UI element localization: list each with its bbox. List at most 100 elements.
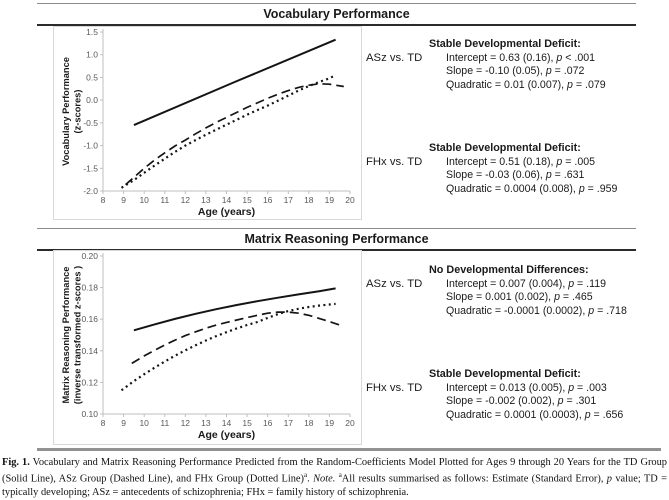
x-tick-label: 8 <box>101 418 106 428</box>
x-tick-label: 17 <box>284 195 294 205</box>
matrix-chart-panel: 0.20 0.18 0.16 0.14 0.12 0.10 8 9 10 11 12 13 14 15 16… <box>53 250 362 445</box>
p-symbol: p <box>545 169 552 182</box>
series-dashed <box>131 311 345 365</box>
y-tick-label: -2.0 <box>83 186 98 196</box>
stat-line: Quadratic = 0.0004 (0.008), p = .959 <box>446 183 646 197</box>
stat-pvalue: = .005 <box>562 155 596 168</box>
stat-text: Quadratic = 0.01 (0.007), <box>446 79 568 92</box>
stat-text: Intercept = 0.013 (0.005), <box>446 381 569 394</box>
stat-pvalue: = .119 <box>574 277 607 290</box>
matrix-reasoning-chart: 0.20 0.18 0.16 0.14 0.12 0.108 9 10 11 12 13 14 15 16… <box>61 251 355 441</box>
y-tick-label: 0.12 <box>81 377 98 387</box>
caption-body: value; TD = typically developing; ASz = … <box>2 473 667 498</box>
x-tick-label: 9 <box>121 418 126 428</box>
p-symbol: p <box>545 65 552 78</box>
x-tick-label: 12 <box>181 195 191 205</box>
stat-text: Quadratic = 0.0001 (0.0003), <box>446 409 585 422</box>
stat-pvalue: = .656 <box>590 409 624 422</box>
annotation-heading: Stable Developmental Deficit: <box>429 142 581 154</box>
x-tick-label: 16 <box>263 418 273 428</box>
annotation-block-fhx-vocab: FHx vs. TD Stable Developmental Deficit:… <box>364 142 646 197</box>
p-symbol: p <box>584 409 591 422</box>
comparison-label: FHx vs. TD <box>366 382 423 394</box>
stat-pvalue: = .301 <box>563 395 597 408</box>
series-dashed <box>125 82 344 186</box>
stat-text: Slope = -0.10 (0.05), <box>446 65 546 78</box>
stat-pvalue: = .465 <box>559 291 593 304</box>
p-symbol: p <box>557 395 564 408</box>
comparison-label: FHx vs. TD <box>366 156 423 168</box>
x-tick-label: 19 <box>325 195 335 205</box>
stat-pvalue: < .001 <box>562 51 596 64</box>
stat-text: Intercept = 0.63 (0.16), <box>446 51 557 64</box>
stat-line: Quadratic = 0.0001 (0.0003), p = .656 <box>446 409 646 423</box>
x-tick-label: 9 <box>121 195 126 205</box>
comparison-label: ASz vs. TD <box>366 278 423 290</box>
stat-pvalue: = .003 <box>574 381 607 394</box>
y-tick-label: 1.0 <box>86 50 98 60</box>
stat-line: Quadratic = 0.01 (0.007), p = .079 <box>446 79 646 93</box>
stat-text: Quadratic = -0.0001 (0.0002), <box>446 305 589 318</box>
p-symbol: p <box>556 155 563 168</box>
x-tick-label: 19 <box>325 418 335 428</box>
annotation-heading: No Developmental Differences: <box>429 264 589 276</box>
matrix-annotations: ASz vs. TD No Developmental Differences:… <box>364 250 646 445</box>
annotation-block-fhx-matrix: FHx vs. TD Stable Developmental Deficit:… <box>364 368 646 423</box>
x-tick-label: 14 <box>222 195 232 205</box>
figure-caption: Fig. 1. Vocabulary and Matrix Reasoning … <box>2 456 667 499</box>
x-tick-label: 14 <box>222 418 232 428</box>
y-tick-label: -0.5 <box>83 118 98 128</box>
caption-footnote-marker: a <box>338 471 342 480</box>
x-tick-label: 10 <box>139 418 149 428</box>
stat-text: Slope = 0.001 (0.002), <box>446 291 555 304</box>
y-tick-label: -1.0 <box>83 141 98 151</box>
stat-line: Slope = -0.002 (0.002), p = .301 <box>446 395 646 409</box>
panel-title-matrix-reasoning: Matrix Reasoning Performance <box>37 228 636 251</box>
y-tick-label: 0.18 <box>81 283 98 293</box>
stat-text: Intercept = 0.51 (0.18), <box>446 155 557 168</box>
caption-body: Vocabulary and Matrix Reasoning Performa… <box>2 457 667 485</box>
caption-body: All results summarised as follows: Estim… <box>341 473 607 485</box>
p-symbol: p <box>568 381 575 394</box>
caption-footnote-marker: a <box>304 471 308 480</box>
annotation-block-asz-matrix: ASz vs. TD No Developmental Differences:… <box>364 264 646 319</box>
x-tick-label: 20 <box>345 418 355 428</box>
stat-line: Slope = -0.10 (0.05), p = .072 <box>446 65 646 79</box>
y-tick-label: 0.20 <box>81 251 98 261</box>
x-tick-label: 16 <box>263 195 273 205</box>
y-axis-title: (inverse transformed z-scores ) <box>73 266 83 404</box>
x-axis-title: Age (years) <box>198 206 255 218</box>
series-dotted <box>120 302 336 392</box>
p-symbol: p <box>567 79 573 92</box>
stat-line: Slope = 0.001 (0.002), p = .465 <box>446 291 646 305</box>
annotation-block-asz-vocab: ASz vs. TD Stable Developmental Deficit:… <box>364 38 646 93</box>
stat-pvalue: = .072 <box>551 65 585 78</box>
x-tick-label: 13 <box>201 418 211 428</box>
p-symbol: p <box>556 51 563 64</box>
stat-line: Quadratic = -0.0001 (0.0002), p = .718 <box>446 305 646 319</box>
x-tick-label: 11 <box>160 195 169 205</box>
stat-line: Intercept = 0.51 (0.18), p = .005 <box>446 156 646 170</box>
series-dotted <box>120 74 337 189</box>
series-solid <box>133 287 336 332</box>
stat-pvalue: = .631 <box>551 169 585 182</box>
caption-body: . <box>307 473 314 485</box>
series-solid <box>133 38 336 127</box>
stat-pvalue: = .959 <box>584 183 618 196</box>
y-axis-title: Vocabulary Performance <box>61 57 71 166</box>
stat-pvalue: = .079 <box>572 79 606 92</box>
x-tick-label: 13 <box>201 195 211 205</box>
y-axis-title: (z-scores) <box>73 90 83 134</box>
vocabulary-annotations: ASz vs. TD Stable Developmental Deficit:… <box>364 26 646 220</box>
y-axis-title: Matrix Reasoning Performance <box>61 267 71 404</box>
panel-title-vocabulary: Vocabulary Performance <box>37 3 636 26</box>
caption-note-label: Note. <box>313 473 339 485</box>
x-tick-label: 17 <box>284 418 294 428</box>
stat-pvalue: = .718 <box>594 305 627 318</box>
x-tick-label: 18 <box>304 418 314 428</box>
x-tick-label: 15 <box>242 195 252 205</box>
annotation-heading: Stable Developmental Deficit: <box>429 368 581 380</box>
stat-line: Slope = -0.03 (0.06), p = .631 <box>446 169 646 183</box>
stat-line: Intercept = 0.63 (0.16), p < .001 <box>446 52 646 66</box>
annotation-heading: Stable Developmental Deficit: <box>429 38 581 50</box>
